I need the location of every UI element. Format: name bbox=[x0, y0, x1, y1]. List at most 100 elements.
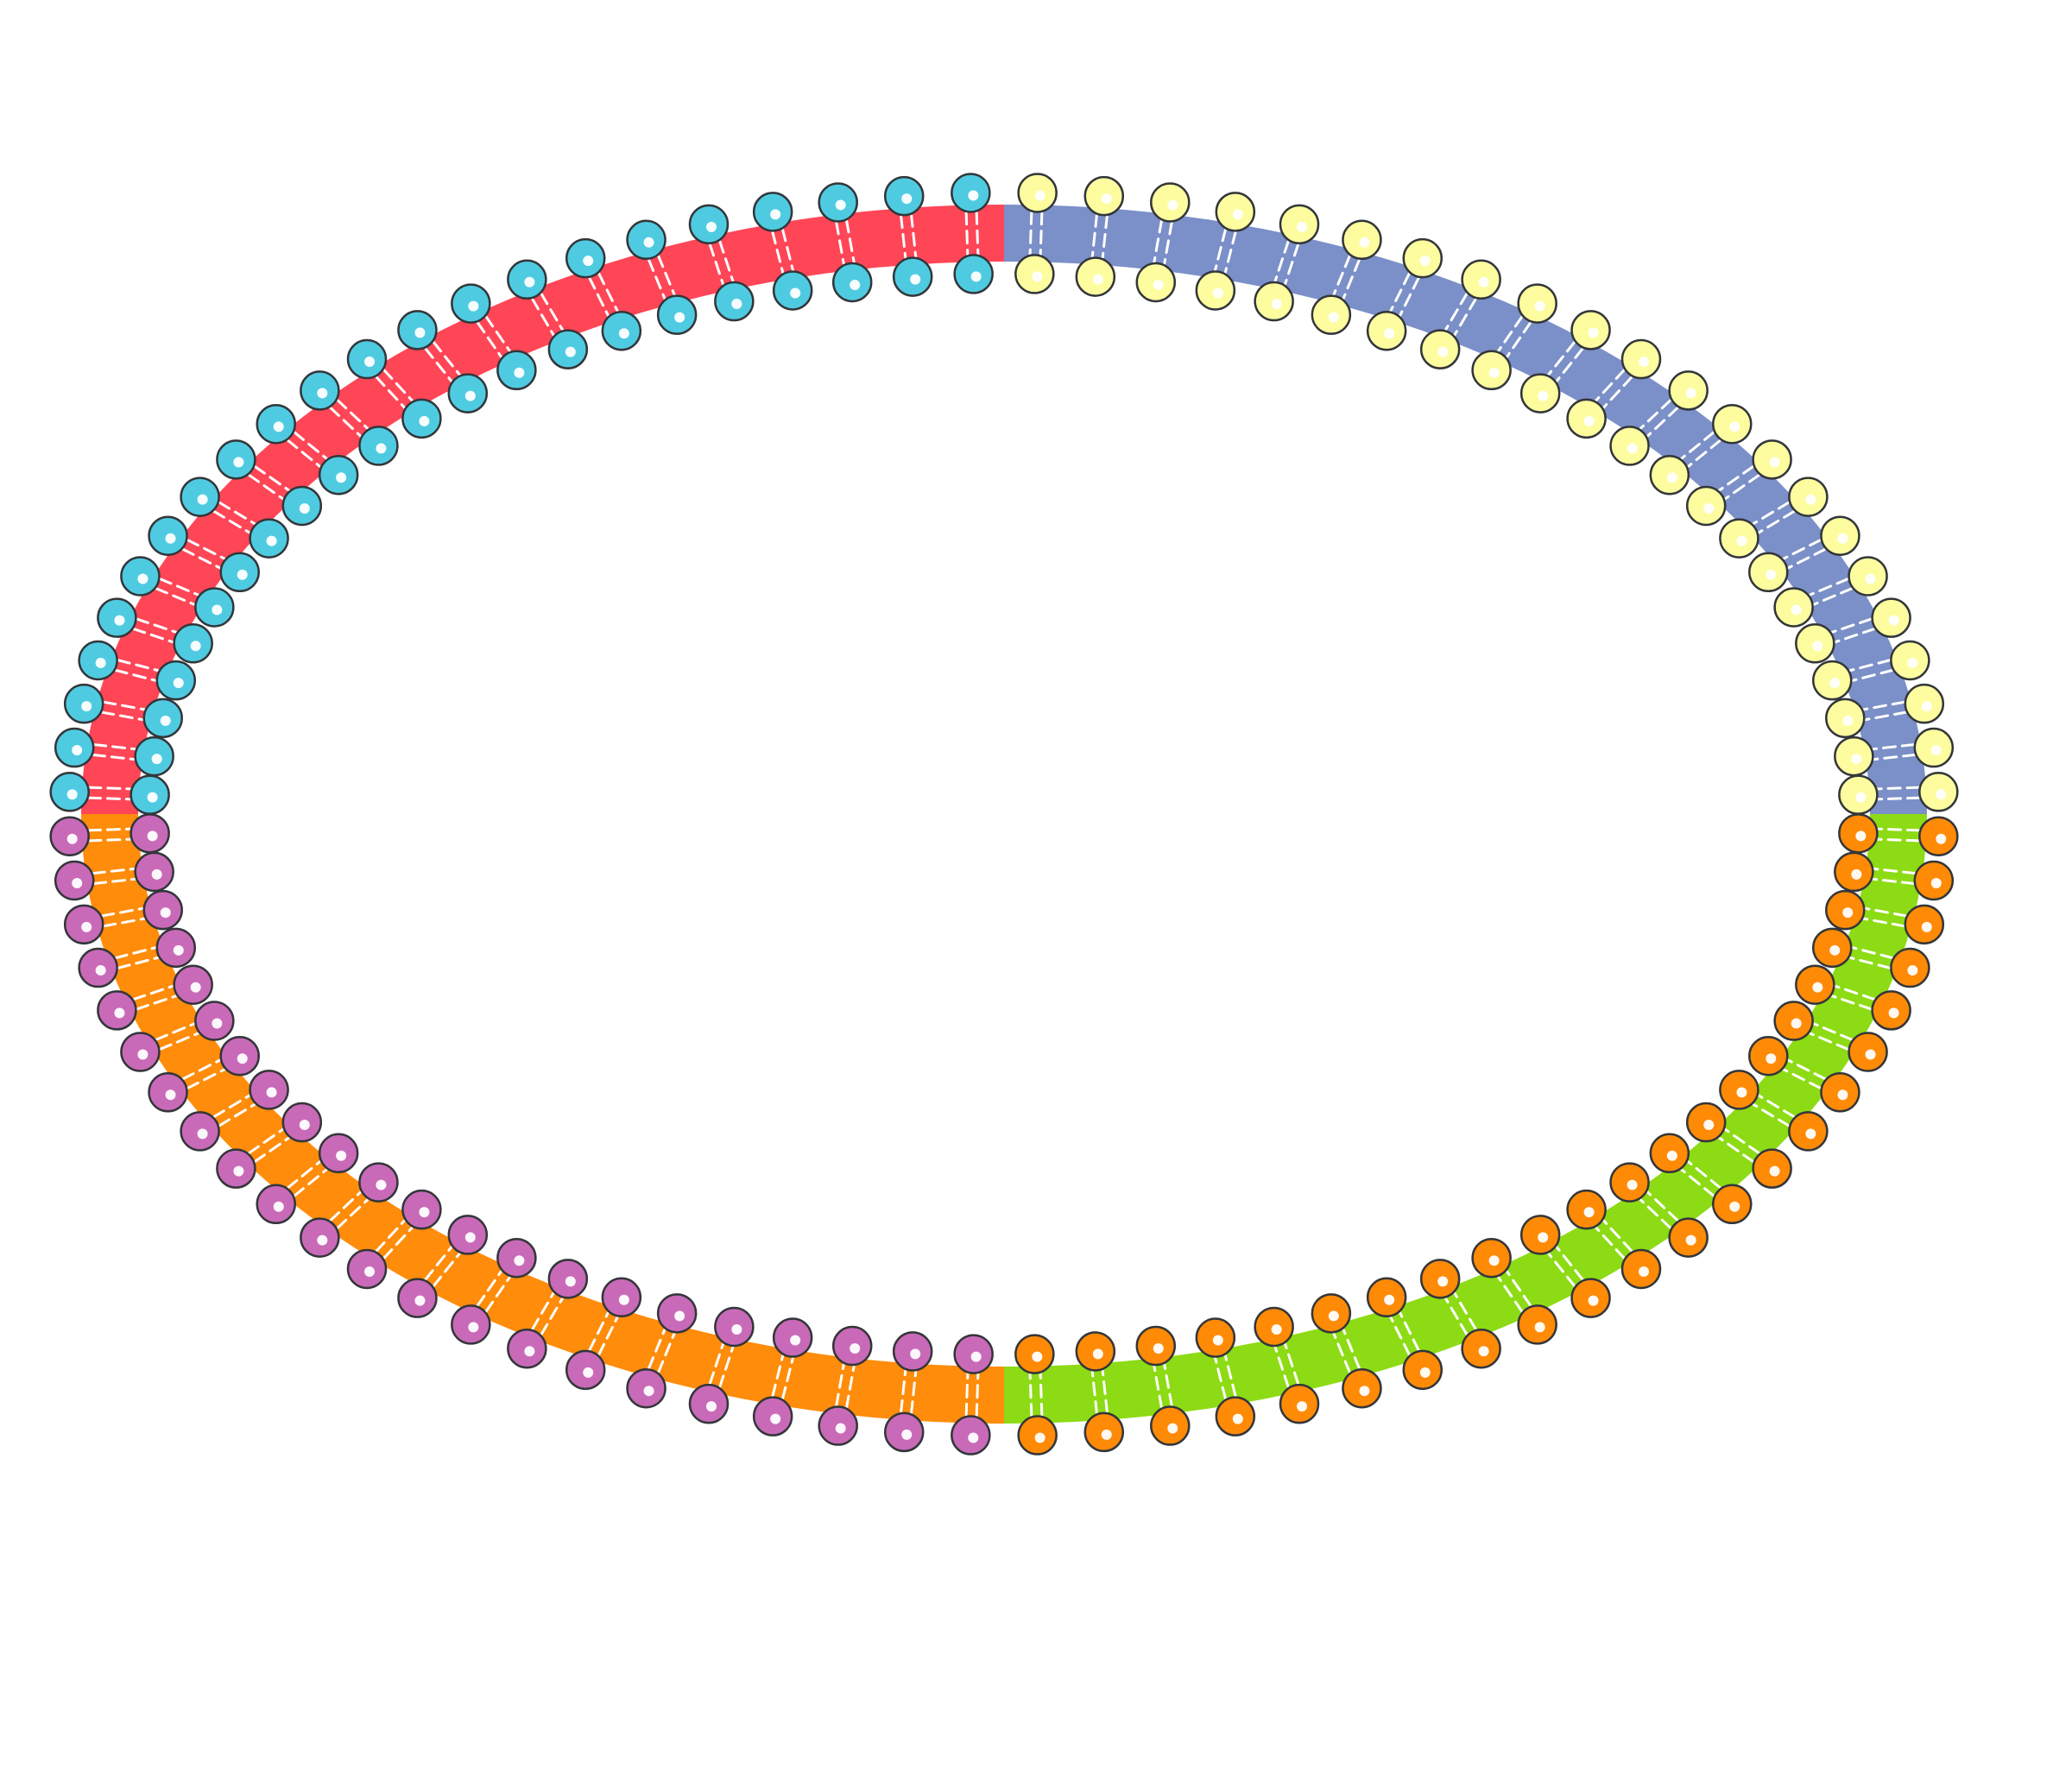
lipid-head-outer bbox=[818, 182, 858, 223]
lipid-head-outer bbox=[1752, 439, 1792, 480]
lipid-head-outer bbox=[1668, 1217, 1709, 1258]
lipid-head-inner bbox=[249, 1070, 289, 1110]
lipid-head-inner bbox=[1419, 1259, 1461, 1299]
lipid-head-inner bbox=[1609, 426, 1650, 466]
lipid-head-outer bbox=[346, 338, 388, 380]
lipid-head-outer bbox=[1402, 237, 1443, 279]
lipid-head-outer bbox=[1918, 816, 1959, 856]
lipid-head-inner bbox=[1795, 623, 1835, 664]
lipid-head-outer bbox=[1150, 1405, 1191, 1446]
lipid-head-outer bbox=[951, 1415, 991, 1455]
lipid-head-inner bbox=[953, 254, 994, 294]
lipid-head-inner bbox=[194, 1001, 235, 1041]
lipid-head-inner bbox=[1834, 736, 1874, 777]
lipid-head-inner bbox=[194, 587, 235, 628]
lipid-head-outer bbox=[256, 1184, 296, 1225]
lipid-head-outer bbox=[1788, 1111, 1829, 1152]
lipid-head-inner bbox=[173, 964, 213, 1005]
lipid-head-outer bbox=[1017, 1415, 1058, 1455]
lipid-head-outer bbox=[1461, 259, 1501, 300]
lipid-head-inner bbox=[1566, 398, 1607, 439]
bilayer-bands bbox=[81, 205, 1927, 1424]
lipid-head-outer bbox=[1620, 1248, 1662, 1290]
lipid-head-inner bbox=[1254, 281, 1294, 322]
lipid-head-outer bbox=[1402, 1349, 1443, 1391]
lipid-head-inner bbox=[1811, 660, 1853, 701]
lipid-head-outer bbox=[1570, 1278, 1611, 1318]
lipid-head-inner bbox=[1748, 1035, 1789, 1077]
lipid-head-outer bbox=[1342, 219, 1382, 261]
lipid-head-outer bbox=[451, 1304, 491, 1345]
lipid-head-outer bbox=[565, 1349, 606, 1391]
lipid-head-inner bbox=[134, 736, 174, 777]
lipid-head-inner bbox=[1748, 552, 1789, 593]
lipid-head-inner bbox=[1838, 774, 1879, 815]
lipid-head-inner bbox=[142, 889, 183, 931]
lipid-head-outer bbox=[1890, 947, 1930, 988]
lipid-head-inner bbox=[1609, 1162, 1650, 1203]
lipid-head-inner bbox=[601, 310, 642, 351]
lipid-head-outer bbox=[1517, 1304, 1557, 1345]
lipid-head-inner bbox=[1471, 350, 1512, 391]
lipid-head-inner bbox=[401, 1189, 442, 1230]
lipid-head-outer bbox=[49, 816, 90, 856]
lipid-head-outer bbox=[1913, 860, 1955, 901]
lipid-head-inner bbox=[219, 552, 260, 593]
lipid-head-inner bbox=[1135, 262, 1177, 303]
lipid-head-inner bbox=[1311, 294, 1352, 335]
lipid-head-outer bbox=[951, 173, 991, 213]
lipid-head-inner bbox=[1195, 270, 1236, 311]
lipid-head-inner bbox=[1685, 1102, 1727, 1143]
lipid-head-outer bbox=[752, 1396, 793, 1436]
lipid-head-outer bbox=[120, 556, 161, 597]
lipid-head-outer bbox=[78, 640, 118, 681]
lipid-head-outer bbox=[120, 1032, 161, 1072]
lipid-head-outer bbox=[216, 439, 256, 480]
lipid-head-inner bbox=[1719, 518, 1759, 559]
lipid-head-outer bbox=[148, 1072, 188, 1113]
lipid-head-inner bbox=[831, 1325, 873, 1367]
lipid-head-inner bbox=[358, 1162, 399, 1203]
lipid-head-outer bbox=[1904, 904, 1945, 945]
lipid-head-inner bbox=[1773, 587, 1814, 628]
lipid-head-inner bbox=[1773, 1001, 1814, 1041]
lipid-head-outer bbox=[1918, 772, 1959, 812]
lipid-head-outer bbox=[1279, 204, 1320, 245]
lipid-head-outer bbox=[1904, 683, 1945, 724]
lipid-head-inner bbox=[547, 329, 589, 369]
lipid-head-outer bbox=[97, 597, 137, 638]
lipid-head-inner bbox=[1135, 1325, 1177, 1367]
lipid-head-outer bbox=[300, 1217, 340, 1258]
lipid-head-outer bbox=[1215, 1396, 1256, 1436]
lipid-head-inner bbox=[130, 813, 170, 854]
lipid-head-inner bbox=[1685, 485, 1727, 527]
lipid-head-inner bbox=[1014, 254, 1055, 294]
lipid-head-inner bbox=[1311, 1293, 1352, 1334]
lipid-head-outer bbox=[1848, 1032, 1888, 1072]
lipid-head-outer bbox=[818, 1405, 858, 1446]
lipid-head-inner bbox=[358, 426, 399, 466]
lipid-head-inner bbox=[1195, 1317, 1236, 1358]
lipid-head-outer bbox=[180, 1111, 220, 1152]
lipid-head-outer bbox=[626, 1367, 666, 1409]
lipid-head-inner bbox=[714, 1306, 755, 1348]
lipid-head-outer bbox=[78, 947, 118, 988]
lipid-head-inner bbox=[1519, 1215, 1561, 1255]
lipid-head-inner bbox=[656, 1293, 698, 1334]
lipid-head-outer bbox=[397, 1278, 438, 1318]
lipid-head-inner bbox=[1366, 1277, 1407, 1318]
lipid-head-inner bbox=[772, 270, 813, 311]
lipid-head-inner bbox=[1471, 1237, 1512, 1279]
lipid-head-inner bbox=[1014, 1334, 1055, 1374]
lipid-head-outer bbox=[1083, 175, 1125, 217]
lipid-head-outer bbox=[1083, 1411, 1125, 1453]
lipid-head-outer bbox=[1461, 1328, 1501, 1369]
lipid-head-outer bbox=[1150, 182, 1191, 223]
lipid-head-outer bbox=[1820, 515, 1860, 556]
lipid-head-outer bbox=[97, 990, 137, 1031]
lipid-head-inner bbox=[318, 1133, 359, 1174]
lipid-head-inner bbox=[496, 1237, 537, 1279]
lipid-head-outer bbox=[216, 1148, 256, 1189]
lipid-head-inner bbox=[134, 851, 174, 893]
